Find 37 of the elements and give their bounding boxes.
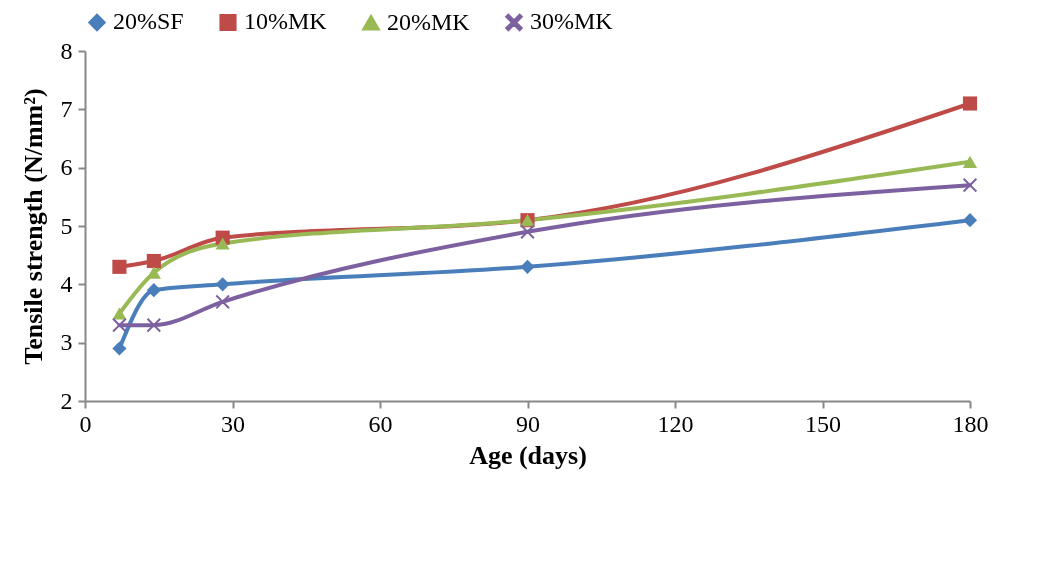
y-tick-label: 3 [60,329,73,356]
point [146,253,161,269]
point [520,224,535,239]
x-tick-label: 60 [368,410,393,437]
point [215,294,230,309]
point [962,178,978,193]
y-tick-label: 2 [60,387,73,414]
point [146,318,161,333]
x-tick-label: 0 [79,410,92,437]
x-tick-label: 30 [221,410,245,437]
x-tick-label: 180 [952,410,989,437]
point [962,96,978,111]
y-tick-label: 7 [60,95,73,122]
point [112,307,127,320]
point [962,155,978,168]
y-tick-label: 5 [60,212,73,239]
point [112,318,127,333]
x-tick-label: 90 [516,410,540,437]
legend-label: 10%MK [244,8,328,35]
y-tick-label: 8 [60,37,73,64]
y-tick-label: 6 [60,154,73,181]
point [962,213,978,228]
point [520,259,535,274]
y-axis-title: Tensile strength (N/mm²) [18,88,48,365]
point [112,259,127,274]
point [215,277,230,292]
x-axis-title: Age (days) [469,440,587,470]
y-tick-label: 4 [60,270,73,297]
legend-label: 20%SF [113,8,184,35]
point [146,283,161,298]
x-tick-label: 150 [805,410,841,437]
point [146,266,161,279]
point [112,341,127,356]
legend-label: 20%MK [387,8,471,35]
point [215,237,230,250]
x-tick-label: 120 [657,410,694,437]
legend-label: 30%MK [530,8,614,35]
